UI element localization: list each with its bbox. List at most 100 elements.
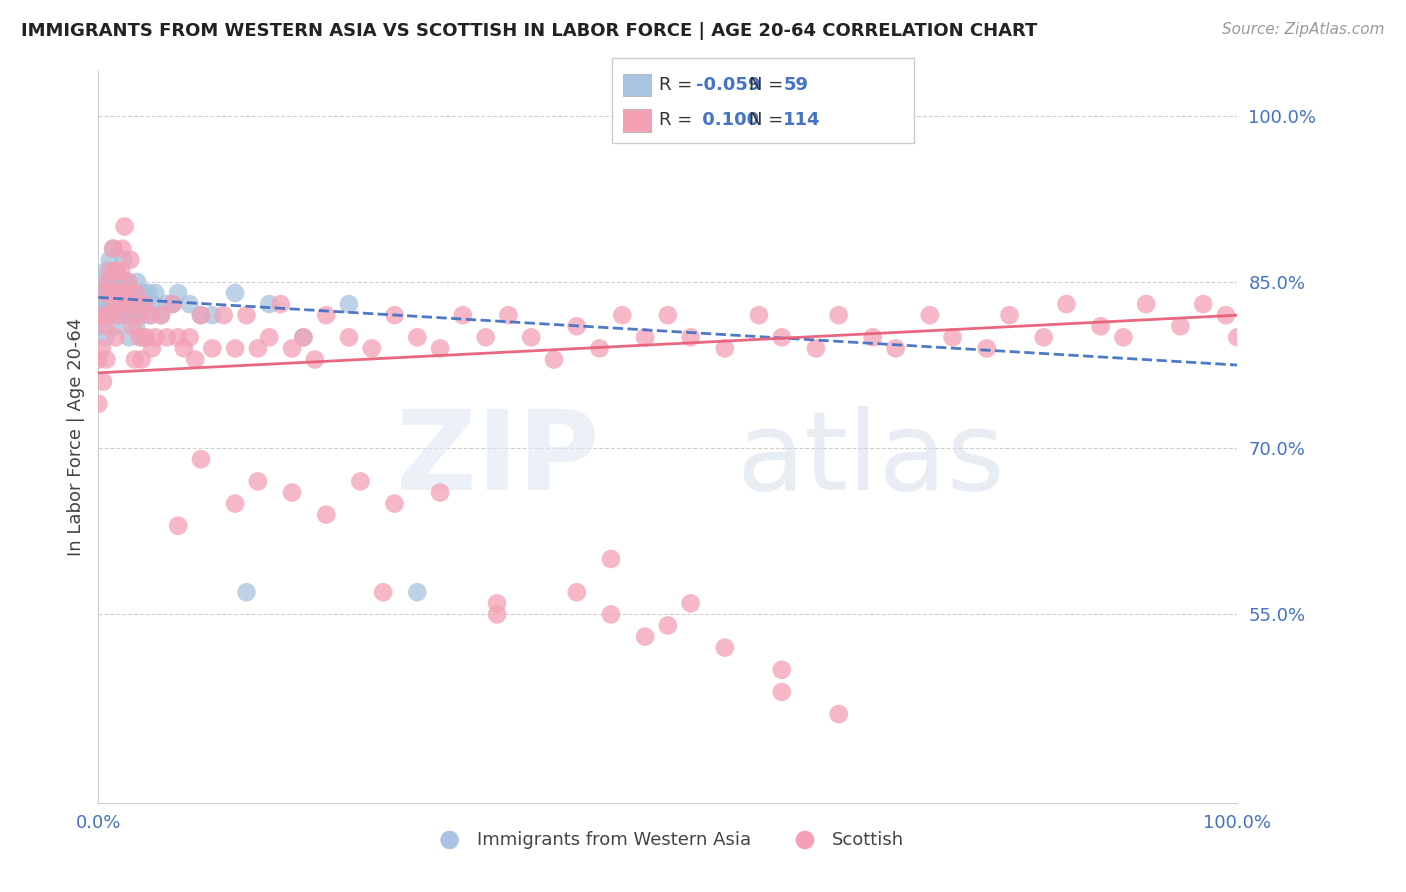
- Point: [1135, 297, 1157, 311]
- Point: [1032, 330, 1054, 344]
- Point: [120, 297, 142, 311]
- Point: [184, 352, 207, 367]
- Point: [657, 308, 679, 322]
- Point: [451, 308, 474, 322]
- Point: [246, 342, 269, 356]
- Point: [224, 497, 246, 511]
- Point: [97, 308, 120, 322]
- Text: 0.100: 0.100: [696, 112, 759, 129]
- Point: [315, 508, 337, 522]
- Point: [127, 308, 149, 322]
- Point: [98, 252, 121, 267]
- Point: [132, 297, 155, 311]
- Point: [1054, 297, 1078, 311]
- Point: [337, 297, 360, 311]
- Point: [201, 342, 224, 356]
- Point: [543, 352, 565, 367]
- Point: [122, 308, 145, 322]
- Point: [259, 297, 281, 311]
- Point: [115, 285, 138, 300]
- Point: [135, 297, 157, 311]
- Point: [120, 297, 142, 311]
- Point: [138, 308, 160, 322]
- Point: [104, 264, 127, 278]
- Point: [142, 297, 165, 311]
- Point: [87, 319, 110, 334]
- Point: [270, 297, 292, 311]
- Point: [942, 330, 965, 344]
- Point: [87, 352, 110, 367]
- Point: [96, 275, 118, 289]
- Point: [90, 308, 112, 322]
- Point: [371, 585, 394, 599]
- Point: [125, 319, 148, 334]
- Point: [246, 475, 269, 489]
- Point: [103, 285, 125, 300]
- Point: [127, 297, 149, 311]
- Point: [634, 630, 657, 644]
- Point: [104, 297, 127, 311]
- Point: [179, 330, 201, 344]
- Point: [486, 596, 509, 610]
- Point: [124, 352, 146, 367]
- Point: [141, 342, 163, 356]
- Point: [224, 342, 246, 356]
- Point: [112, 252, 135, 267]
- Point: [114, 219, 136, 234]
- Point: [103, 242, 125, 256]
- Point: [998, 308, 1021, 322]
- Point: [110, 264, 132, 278]
- Point: [349, 475, 371, 489]
- Point: [87, 297, 110, 311]
- Point: [259, 330, 281, 344]
- Point: [474, 330, 496, 344]
- Point: [304, 352, 326, 367]
- Point: [679, 596, 702, 610]
- Point: [384, 497, 406, 511]
- Point: [173, 342, 195, 356]
- Point: [1170, 319, 1192, 334]
- Point: [108, 308, 131, 322]
- Point: [1215, 308, 1237, 322]
- Point: [770, 330, 793, 344]
- Point: [90, 342, 112, 356]
- Point: [162, 297, 184, 311]
- Point: [281, 342, 304, 356]
- Point: [337, 330, 360, 344]
- Text: -0.059: -0.059: [696, 76, 761, 94]
- Text: IMMIGRANTS FROM WESTERN ASIA VS SCOTTISH IN LABOR FORCE | AGE 20-64 CORRELATION : IMMIGRANTS FROM WESTERN ASIA VS SCOTTISH…: [21, 22, 1038, 40]
- Point: [588, 342, 610, 356]
- Point: [96, 285, 118, 300]
- Point: [429, 342, 451, 356]
- Point: [292, 330, 315, 344]
- Point: [117, 275, 139, 289]
- Text: ZIP: ZIP: [396, 406, 599, 513]
- Point: [770, 663, 793, 677]
- Point: [235, 308, 257, 322]
- Point: [114, 285, 136, 300]
- Point: [93, 297, 115, 311]
- Point: [111, 242, 134, 256]
- Point: [520, 330, 543, 344]
- Point: [429, 485, 451, 500]
- Point: [90, 285, 112, 300]
- Point: [828, 707, 851, 722]
- Point: [748, 308, 770, 322]
- Point: [90, 308, 112, 322]
- Point: [108, 308, 131, 322]
- Point: [1226, 330, 1249, 344]
- Point: [156, 297, 179, 311]
- Point: [104, 297, 127, 311]
- Point: [156, 330, 179, 344]
- Point: [108, 285, 131, 300]
- Point: [167, 330, 190, 344]
- Point: [94, 330, 117, 344]
- Point: [125, 285, 148, 300]
- Point: [315, 308, 337, 322]
- Point: [103, 242, 125, 256]
- Text: N =: N =: [749, 112, 789, 129]
- Point: [91, 375, 114, 389]
- Point: [360, 342, 382, 356]
- Point: [179, 297, 201, 311]
- Point: [600, 552, 623, 566]
